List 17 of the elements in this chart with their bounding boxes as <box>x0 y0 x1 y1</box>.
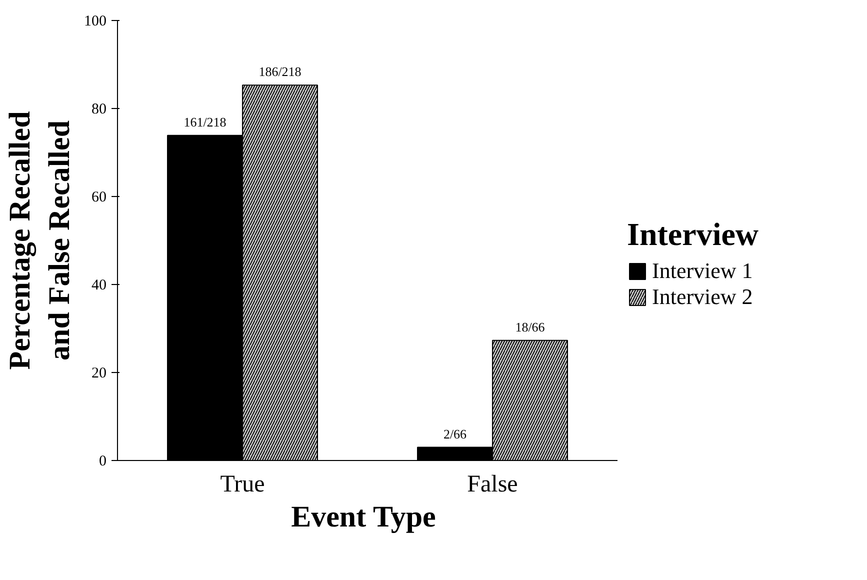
legend-title: Interview <box>627 216 759 253</box>
x-axis-title: Event Type <box>291 500 436 534</box>
legend-label: Interview 1 <box>652 258 753 284</box>
data-label: 18/66 <box>515 319 546 334</box>
y-tick-label: 40 <box>92 278 106 294</box>
x-tick-label: False <box>467 472 518 498</box>
data-label: 2/66 <box>443 426 468 442</box>
y-axis-title: Percentage Recalled and False Recalled <box>3 110 76 370</box>
data-label: 161/218 <box>184 114 226 130</box>
x-tick-label: True <box>220 472 265 498</box>
data-label: 186/218 <box>258 64 302 80</box>
y-tick-label: 0 <box>99 454 106 470</box>
y-tick-label: 20 <box>92 366 106 382</box>
y-tick-label: 60 <box>92 190 106 206</box>
legend-label: Interview 2 <box>652 284 753 310</box>
y-tick-label: 100 <box>84 14 106 30</box>
y-tick-label: 80 <box>92 102 106 118</box>
